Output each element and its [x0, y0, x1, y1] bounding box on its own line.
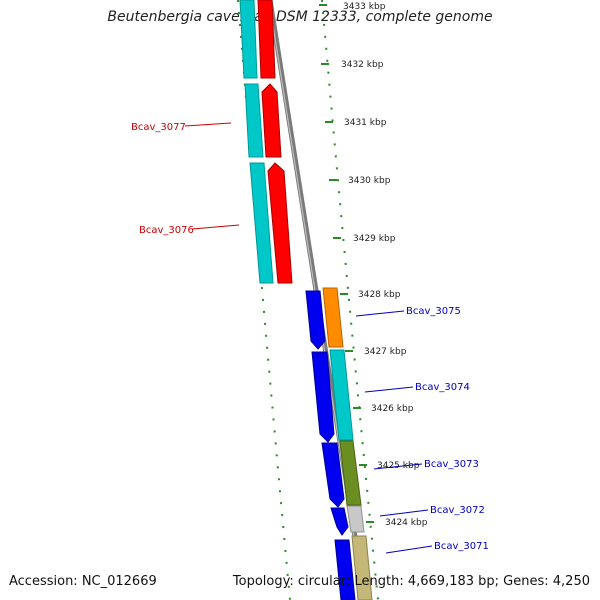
gene-blue-4[interactable]: [330, 507, 349, 536]
scale-tick-label: 3432 kbp: [341, 60, 384, 70]
gene-label[interactable]: Bcav_3076: [139, 225, 194, 236]
gene-label-leader: [355, 310, 405, 317]
cds-cyan-4[interactable]: [329, 349, 354, 441]
scale-tick-label: 3433 kbp: [343, 2, 386, 12]
reverse-cds-track: [239, 0, 274, 284]
gene-label-leader: [191, 224, 240, 230]
cds-cyan-2[interactable]: [244, 83, 264, 158]
forward-cds-track: [322, 287, 373, 600]
scale-tick-label: 3426 kbp: [371, 404, 414, 414]
gene-label-leader: [364, 386, 414, 393]
gene-label-leader: [385, 545, 433, 554]
gene-blue-5[interactable]: [334, 539, 356, 600]
gene-blue-3[interactable]: [321, 442, 345, 508]
gene-red-3[interactable]: [267, 162, 293, 284]
reverse-gene-track: [257, 0, 293, 284]
gene-red-2[interactable]: [261, 83, 282, 158]
scale-ticks: 3433 kbp 3432 kbp 3431 kbp 3430 kbp 3429 kbp…: [319, 2, 428, 528]
gene-label-leader: [379, 509, 429, 517]
gene-blue-2[interactable]: [311, 351, 335, 443]
scale-tick-label: 3431 kbp: [344, 118, 387, 128]
forward-gene-track: [305, 290, 356, 600]
cds-olive[interactable]: [339, 440, 362, 506]
gene-label[interactable]: Bcav_3075: [406, 306, 461, 317]
gene-red-1[interactable]: [257, 0, 276, 79]
gene-labels: Bcav_3077 Bcav_3076 Bcav_3075 Bcav_3074 Bcav…: [131, 122, 489, 554]
cds-khaki[interactable]: [351, 535, 373, 600]
scale-tick-label: 3424 kbp: [385, 518, 428, 528]
genome-summary: Topology: circular; Length: 4,669,183 bp…: [232, 574, 590, 589]
cds-cyan-1[interactable]: [239, 0, 258, 79]
gene-label[interactable]: Bcav_3071: [434, 541, 489, 552]
accession-label: Accession: NC_012669: [9, 574, 157, 589]
outer-gc-track: [321, 0, 379, 600]
gene-label[interactable]: Bcav_3074: [415, 382, 470, 393]
cds-grey[interactable]: [346, 505, 365, 533]
cds-cyan-3[interactable]: [249, 162, 274, 284]
gene-label[interactable]: Bcav_3072: [430, 505, 485, 516]
gene-label[interactable]: Bcav_3073: [424, 459, 479, 470]
scale-tick-label: 3430 kbp: [348, 176, 391, 186]
scale-tick-label: 3427 kbp: [364, 347, 407, 357]
scale-tick-label: 3429 kbp: [353, 234, 396, 244]
gene-label[interactable]: Bcav_3077: [131, 122, 186, 133]
gene-blue-1[interactable]: [305, 290, 326, 350]
gene-label-leader: [373, 463, 423, 470]
gene-label-leader: [184, 122, 232, 127]
scale-tick-label: 3428 kbp: [358, 290, 401, 300]
map-title: Beutenbergia cavernae DSM 12333, complet…: [107, 9, 493, 25]
cds-orange[interactable]: [322, 287, 344, 348]
